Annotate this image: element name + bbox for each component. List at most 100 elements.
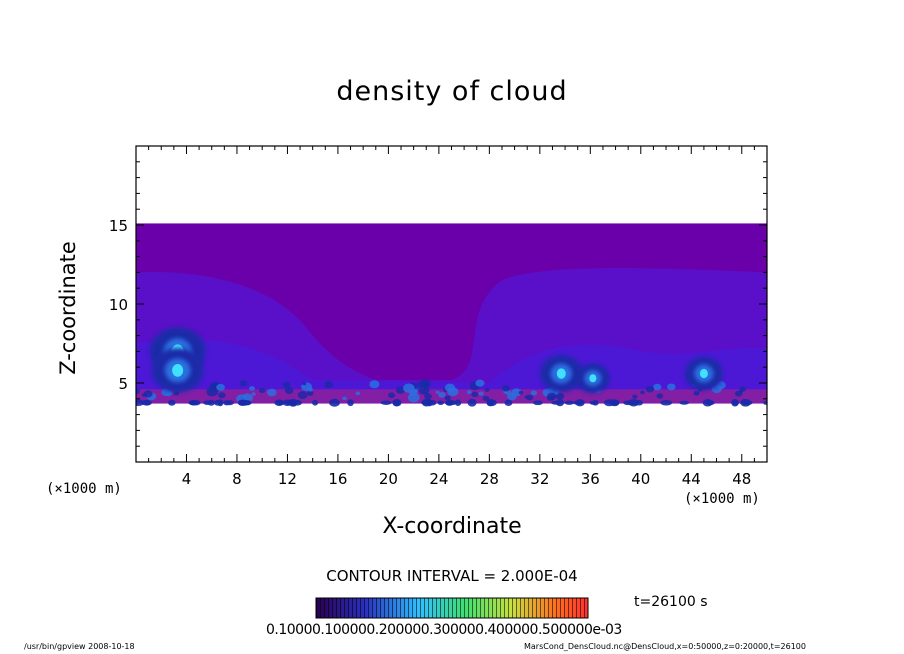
x-tick-label: 44 (682, 470, 701, 488)
y-tick-label: 5 (118, 375, 128, 393)
x-tick-label: 28 (480, 470, 499, 488)
cloud-cell (427, 399, 437, 406)
cloud-cell (589, 400, 598, 405)
cloud-cell (297, 391, 308, 400)
cloud-cell (259, 387, 266, 394)
cloud-cell (168, 399, 176, 406)
cloud-cell (504, 399, 513, 407)
cloud-cell (307, 387, 313, 392)
cloud-core-bright (699, 368, 708, 379)
cloud-cell (387, 392, 396, 399)
cloud-core (684, 356, 724, 391)
y-axis: 5 10 15 (109, 161, 767, 447)
cloud-cell (486, 399, 495, 407)
cloud-cell (628, 399, 639, 407)
time-label: t=26100 s (634, 594, 708, 610)
cloud-cell (437, 400, 444, 405)
cloud-cell (575, 399, 585, 407)
field-mid-layer (136, 339, 767, 404)
cloud-core (575, 363, 610, 394)
x-tick-label: 24 (429, 470, 448, 488)
cloud-cell (267, 388, 277, 397)
cloud-cell (302, 382, 307, 386)
cloud-cell (136, 399, 145, 406)
cloud-cell (191, 400, 201, 406)
cloud-cell (502, 385, 511, 392)
cloud-cell (524, 395, 530, 400)
cloud-cell (342, 396, 347, 401)
cloud-cell (532, 400, 543, 406)
cloud-cell (530, 390, 538, 396)
cloud-cell (369, 380, 380, 389)
cloud-cell (380, 400, 392, 405)
cloud-cell (484, 387, 490, 392)
cloud-cell (407, 392, 420, 403)
cloud-cell (312, 399, 319, 406)
cloud-cell (518, 390, 524, 395)
cloud-cell (218, 392, 226, 399)
cloud-cell (640, 390, 645, 395)
cloud-cell (416, 382, 424, 389)
cloud-cell (467, 398, 477, 407)
y-tick-label: 10 (109, 296, 128, 314)
cloud-cell (347, 399, 354, 407)
cloud-cell (403, 383, 415, 393)
cloud-cell (547, 392, 557, 401)
cloud-cell (216, 383, 225, 391)
cloud-cell (237, 399, 246, 406)
cloud-cell (550, 400, 562, 405)
x-tick-label: 16 (328, 470, 347, 488)
cloud-cell (478, 391, 484, 396)
cloud-cell (603, 399, 615, 407)
cloud-cell (660, 399, 673, 406)
cloud-cell (482, 395, 490, 402)
colorbar-tick-labels: 0.10000.100000.200000.300000.400000.5000… (266, 622, 622, 638)
cloud-cell (395, 386, 406, 394)
cloud-cell (324, 380, 334, 388)
cloud-cell (645, 385, 655, 393)
cloud-cell (739, 386, 747, 392)
cloud-core-bright (172, 363, 184, 377)
cloud-cell (471, 391, 479, 398)
cloud-cell (282, 381, 291, 388)
cloud-cell (447, 400, 458, 406)
cloud-cell (555, 392, 565, 400)
cloud-cell (207, 399, 215, 406)
x-tick-label: 32 (530, 470, 549, 488)
cloud-cell (164, 390, 172, 396)
cloud-cell (249, 386, 255, 391)
density-field (136, 223, 767, 407)
cloud-cell (143, 400, 152, 406)
x-tick-label: 20 (379, 470, 398, 488)
x-tick-label: 40 (631, 470, 650, 488)
x-unit-label-right: (×1000 m) (684, 491, 760, 507)
cloud-cell (225, 400, 234, 406)
colorbar-stripes (316, 598, 588, 618)
cloud-cell (507, 392, 517, 401)
x-axis: 4 8 12 16 20 24 28 32 36 40 44 48 (148, 146, 755, 488)
cloud-core-bright (589, 374, 597, 383)
x-tick-label: 12 (278, 470, 297, 488)
cloud-cell (454, 399, 462, 406)
y-axis-label: Z-coordinate (56, 241, 80, 375)
x-axis-label: X-coordinate (382, 514, 522, 539)
cloud-cell (141, 392, 147, 397)
cloud-core-bright (556, 368, 566, 379)
cloud-cell (393, 399, 402, 407)
cloud-cell (284, 387, 294, 394)
cloud-cell (239, 380, 248, 387)
cloud-cell (466, 390, 472, 395)
cloud-cell (656, 393, 664, 399)
cloud-core (151, 348, 204, 393)
cloud-cell (306, 390, 314, 396)
cloud-cell (214, 399, 223, 406)
cloud-cell (705, 400, 715, 406)
x-tick-label: 8 (232, 470, 242, 488)
cloud-cell (329, 398, 341, 407)
cloud-cell (438, 391, 446, 398)
cloud-cell (444, 395, 451, 401)
x-tick-label: 36 (581, 470, 600, 488)
chart-title: density of cloud (336, 76, 568, 107)
y-tick-label: 15 (109, 217, 128, 235)
cloud-cell (435, 390, 440, 394)
